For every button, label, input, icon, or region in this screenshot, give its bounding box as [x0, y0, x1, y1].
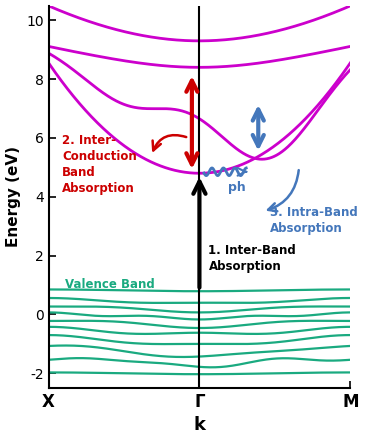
- Text: 1. Inter-Band
Absorption: 1. Inter-Band Absorption: [209, 244, 296, 273]
- Y-axis label: Energy (eV): Energy (eV): [6, 146, 21, 247]
- Text: Valence Band: Valence Band: [65, 278, 155, 291]
- Text: 2. Inter-
Conduction
Band
Absorption: 2. Inter- Conduction Band Absorption: [62, 134, 137, 195]
- Text: ph: ph: [228, 181, 246, 194]
- X-axis label: k: k: [194, 416, 205, 434]
- Text: 3. Intra-Band
Absorption: 3. Intra-Band Absorption: [270, 206, 358, 235]
